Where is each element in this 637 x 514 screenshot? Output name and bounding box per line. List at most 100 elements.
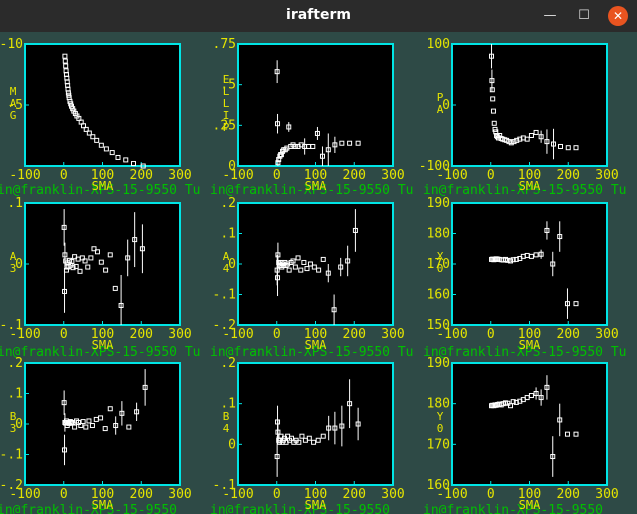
window-titlebar: irafterm — ☐ ✕ xyxy=(0,0,637,32)
data-point xyxy=(286,267,292,273)
y-axis-label-char: 3 xyxy=(10,262,17,275)
close-icon: ✕ xyxy=(612,9,624,23)
data-point xyxy=(339,423,345,429)
x-tick-label: 100 xyxy=(518,327,541,342)
data-point xyxy=(533,129,539,135)
data-point xyxy=(62,447,68,453)
data-point xyxy=(573,301,579,307)
x-axis-label: SMA xyxy=(519,338,541,352)
data-point xyxy=(320,433,326,439)
data-point xyxy=(355,421,361,427)
y-tick-label: -100 xyxy=(419,159,450,174)
plot-frame xyxy=(451,202,608,326)
data-point xyxy=(558,143,563,149)
data-point xyxy=(139,246,145,252)
data-point xyxy=(86,418,92,424)
data-point xyxy=(326,425,332,431)
x-tick-label: 0 xyxy=(487,487,495,502)
data-point xyxy=(306,435,312,441)
data-point xyxy=(352,227,358,233)
x-tick-label: 300 xyxy=(381,327,404,342)
y-axis-label-char: B xyxy=(223,410,230,423)
x-tick-label: 300 xyxy=(595,487,618,502)
status-line: in@franklin-XPS-15-9550 Tu xyxy=(0,183,201,198)
data-point xyxy=(276,156,282,162)
data-point xyxy=(551,141,557,147)
y-tick-label: 0 xyxy=(228,257,236,272)
data-point xyxy=(286,124,292,130)
data-point xyxy=(325,270,331,276)
data-point xyxy=(292,143,298,149)
y-tick-label: 0 xyxy=(228,159,236,174)
data-point xyxy=(295,255,301,261)
x-tick-label: 100 xyxy=(91,487,114,502)
data-point xyxy=(140,163,146,169)
data-point xyxy=(347,401,353,407)
y-axis-label-char: I xyxy=(223,109,230,122)
y-tick-label: .2 xyxy=(220,356,236,371)
y-tick-label: 180 xyxy=(427,227,450,242)
data-point xyxy=(565,145,571,151)
x-tick-label: 300 xyxy=(595,327,618,342)
window-title: irafterm xyxy=(286,7,351,23)
y-axis-label-char: P xyxy=(223,121,230,134)
data-point xyxy=(102,426,108,432)
x-tick-label: 300 xyxy=(381,487,404,502)
x-tick-label: 0 xyxy=(273,327,281,342)
graphics-terminal[interactable]: in@franklin-XPS-15-9550 Tu in@franklin-XP… xyxy=(0,32,637,514)
data-point xyxy=(528,253,534,259)
y-axis-label-char: A xyxy=(10,250,17,263)
data-point xyxy=(98,415,104,421)
x-tick-label: -100 xyxy=(222,327,253,342)
x-tick-label: 300 xyxy=(595,168,618,183)
y-tick-label: 0 xyxy=(228,437,236,452)
data-point xyxy=(513,256,519,262)
data-point xyxy=(290,258,296,264)
data-point xyxy=(315,437,321,443)
close-button[interactable]: ✕ xyxy=(608,6,628,26)
status-line: in@franklin-XPS-15-9550 Tu xyxy=(210,183,414,198)
status-line: in@franklin-XPS-15-9550 Tu xyxy=(0,345,201,360)
x-axis-label: SMA xyxy=(305,498,327,512)
minimize-button[interactable]: — xyxy=(540,6,560,26)
y-tick-label: .2 xyxy=(220,196,236,211)
y-tick-label: 180 xyxy=(427,397,450,412)
x-tick-label: 0 xyxy=(487,327,495,342)
data-point xyxy=(564,431,570,437)
y-axis-label-char: X xyxy=(437,250,444,263)
data-point xyxy=(62,252,68,258)
status-line: in@franklin-XPS-15-9550 xyxy=(0,503,177,514)
data-point xyxy=(275,275,281,281)
data-point xyxy=(557,234,563,240)
y-axis-label-char: A xyxy=(223,250,230,263)
y-tick-label: 100 xyxy=(427,37,450,52)
data-point xyxy=(489,53,495,59)
data-point xyxy=(347,140,353,146)
data-point xyxy=(94,137,100,143)
data-point xyxy=(319,153,325,159)
data-point xyxy=(332,142,338,148)
y-tick-label: .2 xyxy=(7,356,23,371)
maximize-button[interactable]: ☐ xyxy=(574,6,594,26)
x-axis-label: SMA xyxy=(92,338,114,352)
y-axis-label-char: 3 xyxy=(10,422,17,435)
data-point xyxy=(142,384,148,390)
data-point xyxy=(296,439,302,445)
y-tick-label: -.2 xyxy=(213,318,236,333)
data-point xyxy=(311,439,317,445)
y-axis-label-char: 4 xyxy=(223,422,230,435)
data-point xyxy=(94,249,100,255)
y-tick-label: 150 xyxy=(427,318,450,333)
data-point xyxy=(119,410,125,416)
data-point xyxy=(508,258,514,264)
x-tick-label: 100 xyxy=(91,327,114,342)
x-tick-label: 0 xyxy=(273,487,281,502)
data-point xyxy=(533,391,539,396)
x-tick-label: 0 xyxy=(60,487,68,502)
data-point xyxy=(80,419,86,425)
data-point xyxy=(533,252,539,258)
y-tick-label: -.1 xyxy=(0,448,23,463)
data-point xyxy=(118,302,124,308)
data-point xyxy=(573,431,579,437)
data-point xyxy=(82,258,88,264)
